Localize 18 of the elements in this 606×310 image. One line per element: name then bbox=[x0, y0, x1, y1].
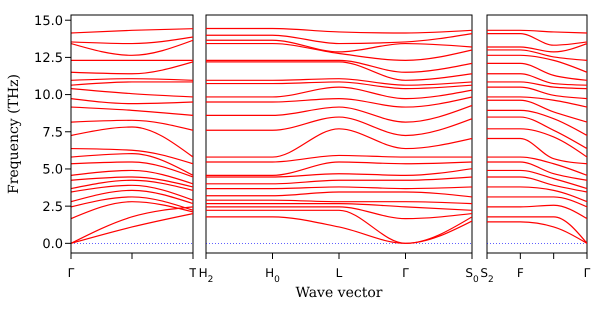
y-tick-label: 2.5 bbox=[42, 200, 63, 215]
y-tick-label: 7.5 bbox=[42, 125, 63, 140]
x-tick-label: F bbox=[516, 266, 524, 280]
x-tick-label: Γ bbox=[402, 266, 410, 280]
y-tick-label: 5.0 bbox=[42, 162, 63, 178]
x-axis-title: Wave vector bbox=[296, 285, 383, 301]
x-tick-label: S$_{0}$ bbox=[465, 266, 479, 285]
y-tick-label: 15.0 bbox=[34, 14, 63, 29]
y-tick-label: 10.0 bbox=[34, 88, 63, 104]
y-tick-label: 0.0 bbox=[42, 236, 63, 252]
x-tick-label: H$_{0}$ bbox=[265, 266, 280, 285]
x-tick-label: L bbox=[336, 266, 343, 280]
y-axis-title: Frequency (THz) bbox=[6, 74, 22, 194]
x-tick-label: H$_{2}$ bbox=[198, 266, 214, 285]
y-tick-label: 12.5 bbox=[34, 51, 63, 66]
x-tick-label: S$_{2}$ bbox=[480, 266, 494, 285]
x-tick-label: Γ bbox=[68, 266, 75, 280]
x-tick-label: Γ bbox=[584, 266, 591, 280]
